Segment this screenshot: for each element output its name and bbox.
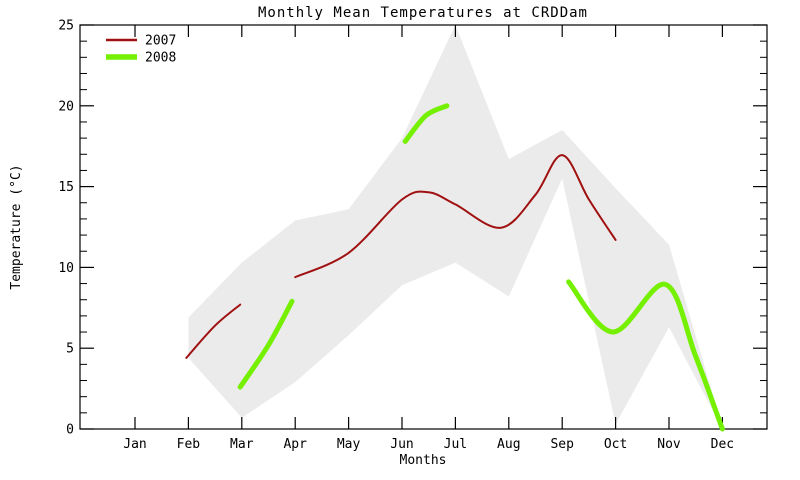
y-axis-title: Temperature (°C) — [9, 164, 24, 289]
temperature-series-lines — [185, 103, 725, 432]
x-tick-label-sep: Sep — [550, 437, 574, 452]
x-tick-label-jan: Jan — [123, 437, 146, 452]
x-tick-label-feb: Feb — [177, 437, 201, 452]
series-2008-segment-3 — [566, 279, 725, 432]
legend-label-2008: 2008 — [145, 51, 176, 66]
x-tick-label-jun: Jun — [390, 437, 413, 452]
temperature-range-polygon — [188, 25, 723, 429]
axes-frame-and-ticks: 0 5 10 15 20 25 Jan Feb Mar Apr May Jun Jul Aug Sep Oct… — [58, 19, 768, 452]
legend-label-2007: 2007 — [145, 34, 176, 49]
series-2008-segment-2 — [402, 103, 450, 144]
x-tick-label-jul: Jul — [444, 437, 467, 452]
y-tick-label-0: 0 — [66, 423, 74, 438]
series-2007-segment-1 — [185, 303, 242, 359]
x-tick-label-mar: Mar — [230, 437, 254, 452]
x-tick-label-dec: Dec — [711, 437, 734, 452]
chart-title: Monthly Mean Temperatures at CRDDam — [258, 5, 588, 21]
series-2008-segment-1 — [237, 298, 295, 390]
y-tick-label-25: 25 — [58, 19, 74, 34]
x-tick-label-aug: Aug — [497, 437, 520, 452]
series-2007-segment-2 — [294, 154, 617, 279]
y-tick-label-15: 15 — [58, 180, 74, 195]
y-tick-label-5: 5 — [66, 342, 74, 357]
y-tick-label-20: 20 — [58, 99, 74, 114]
x-tick-label-nov: Nov — [657, 437, 681, 452]
x-tick-label-apr: Apr — [283, 437, 307, 452]
x-tick-label-oct: Oct — [604, 437, 627, 452]
shaded-range-area — [188, 25, 723, 429]
x-tick-label-may: May — [337, 437, 361, 452]
plot-frame — [79, 24, 768, 430]
x-axis-title: Months — [400, 453, 447, 468]
y-tick-label-10: 10 — [58, 261, 74, 276]
legend: 2007 2008 — [106, 34, 176, 66]
